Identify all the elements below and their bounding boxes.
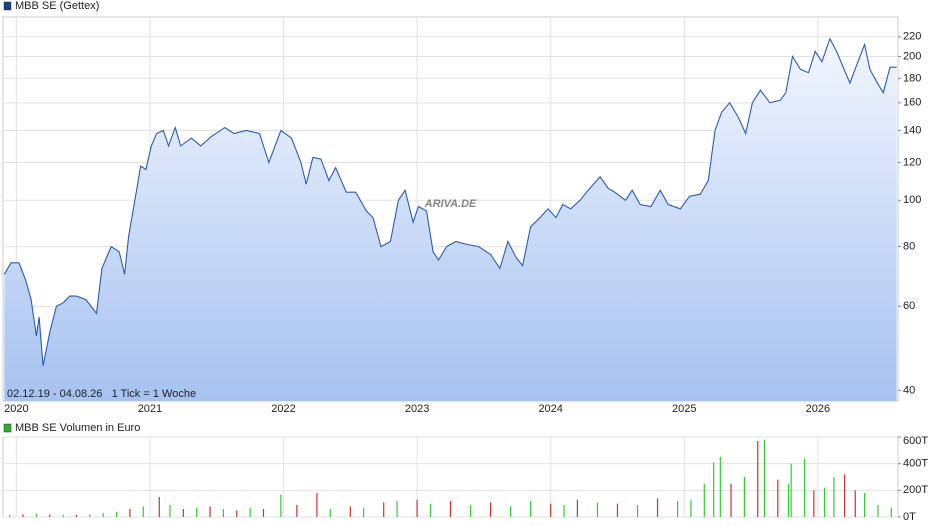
volume-bar (563, 505, 565, 517)
legend-label: MBB SE Volumen in Euro (15, 422, 140, 434)
legend-swatch (3, 423, 12, 433)
volume-bar (530, 501, 532, 517)
volume-bar (49, 514, 51, 517)
y-tick-label: 40 (903, 384, 915, 396)
volume-bar (777, 479, 779, 517)
x-tick-label: 2024 (538, 403, 562, 415)
volume-bar (449, 501, 452, 517)
volume-bar (196, 507, 198, 517)
volume-bar (129, 509, 131, 517)
y-tick-label: 60 (903, 300, 915, 312)
y-tick-label: 400T (903, 458, 928, 470)
y-tick-label: 200T (903, 484, 928, 496)
volume-bar (89, 514, 91, 517)
volume-bar (9, 515, 11, 517)
volume-bar (787, 483, 790, 517)
volume-bar (596, 502, 599, 517)
volume-bar (576, 499, 579, 517)
volume-bar (743, 477, 745, 517)
watermark: ARIVA.DE (424, 198, 477, 210)
volume-bar (616, 503, 619, 517)
y-tick-label: 200 (903, 50, 921, 62)
y-tick-label: 160 (903, 97, 921, 109)
volume-bar (843, 474, 846, 517)
volume-bar (703, 483, 705, 517)
volume-bar (550, 503, 552, 517)
y-tick-label: 600T (903, 435, 928, 447)
volume-bar (864, 493, 866, 517)
volume-bar (429, 503, 432, 517)
volume-bar (316, 493, 318, 517)
volume-bar (763, 439, 766, 517)
volume-bar (510, 506, 512, 517)
volume-bar (416, 499, 418, 517)
volume-bar (222, 509, 225, 517)
volume-bar (169, 505, 171, 517)
volume-bar (713, 462, 715, 517)
volume-bar (877, 505, 879, 517)
volume-bar (790, 463, 792, 517)
legend-label: MBB SE (Gettex) (15, 0, 99, 12)
volume-bar (690, 499, 692, 517)
y-tick-label: 220 (903, 31, 921, 43)
x-tick-label: 2022 (271, 403, 295, 415)
x-tick-label: 2023 (405, 403, 429, 415)
volume-bar (62, 514, 64, 517)
volume-bar (236, 510, 238, 517)
x-tick-label: 2026 (806, 403, 830, 415)
price-area (4, 38, 897, 401)
volume-bar (890, 507, 892, 517)
volume-bar (383, 502, 385, 517)
volume-bar (262, 509, 265, 517)
volume-bar (833, 477, 835, 517)
y-tick-label: 80 (903, 240, 915, 252)
volume-bar (363, 507, 365, 517)
volume-bar (636, 505, 639, 517)
volume-bar (249, 507, 251, 517)
price-line (3, 37, 897, 367)
volume-bar (115, 511, 118, 517)
volume-bar (22, 514, 24, 517)
x-tick-label: 2021 (138, 403, 162, 415)
volume-bar (730, 483, 732, 517)
volume-bar (329, 509, 331, 517)
volume-bar (35, 513, 37, 517)
volume-bar (396, 501, 398, 517)
volume-bar (158, 497, 160, 517)
volume-bar (489, 502, 492, 517)
y-tick-label: 120 (903, 156, 921, 168)
y-tick-label: 0T (903, 511, 916, 523)
volume-bar (803, 458, 806, 517)
volume-bar (757, 441, 759, 517)
volume-bar (102, 513, 104, 517)
volume-bar (75, 515, 78, 517)
volume-bar (656, 498, 659, 517)
y-tick-label: 140 (903, 124, 921, 136)
x-tick-label: 2025 (672, 403, 696, 415)
volume-bar (676, 501, 679, 517)
volume-bar (209, 506, 211, 517)
volume-bar (854, 490, 856, 517)
volume-bar (469, 505, 472, 517)
y-tick-label: 180 (903, 72, 921, 84)
legend-swatch (3, 1, 12, 11)
x-tick-label: 2020 (4, 403, 28, 415)
volume-bar (349, 506, 351, 517)
volume-bar (813, 490, 815, 517)
volume-bar (823, 487, 826, 517)
volume-bar (296, 505, 298, 517)
volume-bar (280, 494, 282, 517)
volume-bar (182, 509, 184, 517)
range-note: 02.12.19 - 04.08.26 1 Tick = 1 Woche (7, 388, 196, 400)
volume-bar (719, 457, 721, 517)
y-tick-label: 100 (903, 194, 921, 206)
volume-bar (142, 506, 144, 517)
